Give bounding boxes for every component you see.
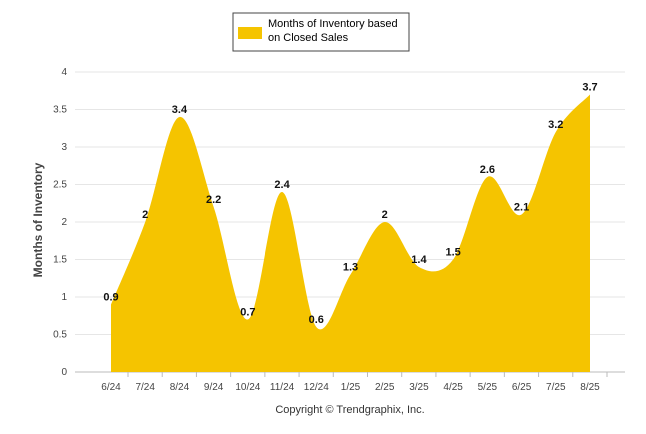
x-tick-label: 10/24	[235, 382, 260, 393]
data-label: 1.4	[411, 254, 427, 266]
x-tick-label: 9/24	[204, 382, 224, 393]
data-label: 0.7	[240, 307, 255, 319]
data-label: 0.6	[309, 314, 324, 326]
data-label: 2.1	[514, 202, 529, 214]
legend-box	[232, 12, 410, 52]
y-tick-label: 1.5	[53, 255, 67, 266]
legend-label-line1: Months of Inventory based	[268, 18, 398, 30]
legend-swatch	[238, 27, 262, 39]
x-tick-label: 6/25	[512, 382, 532, 393]
data-label: 3.2	[548, 119, 563, 131]
y-tick-label: 3	[61, 142, 67, 153]
y-tick-label: 2	[61, 217, 67, 228]
x-tick-label: 11/24	[270, 382, 295, 393]
x-tick-label: 12/24	[304, 382, 329, 393]
x-tick-label: 5/25	[478, 382, 498, 393]
data-label: 0.9	[103, 292, 118, 304]
data-label: 2	[382, 209, 388, 221]
x-tick-label: 8/25	[580, 382, 600, 393]
data-label: 3.4	[172, 104, 188, 116]
x-tick-label: 7/25	[546, 382, 566, 393]
legend[interactable]: Months of Inventory based on Closed Sale…	[232, 12, 410, 52]
x-tick-label: 2/25	[375, 382, 395, 393]
data-label: 2.4	[274, 179, 290, 191]
data-label: 2.2	[206, 194, 221, 206]
data-label: 1.3	[343, 262, 358, 274]
data-label: 2	[142, 209, 148, 221]
data-label: 2.6	[480, 164, 495, 176]
x-tick-label: 6/24	[101, 382, 121, 393]
copyright-credit: Copyright © Trendgraphix, Inc.	[275, 404, 424, 416]
y-tick-label: 0	[61, 367, 67, 378]
y-axis-title: Months of Inventory	[31, 162, 45, 277]
x-axis-ticks: 6/24 7/24 8/24 9/24 10/24 11/24 12/24 1/25 2/25 3…	[101, 372, 608, 393]
y-tick-label: 2.5	[53, 180, 67, 191]
y-tick-label: 0.5	[53, 330, 67, 341]
legend-label-line2: on Closed Sales	[268, 32, 349, 44]
y-axis-ticks: 0 0.5 1 1.5 2 2.5 3 3.5 4	[53, 67, 67, 378]
x-tick-label: 8/24	[170, 382, 190, 393]
x-tick-label: 3/25	[409, 382, 429, 393]
data-label: 1.5	[445, 247, 460, 259]
y-tick-label: 1	[61, 292, 67, 303]
area-fill[interactable]	[111, 94, 590, 373]
y-tick-label: 3.5	[53, 105, 67, 116]
data-labels: 0.9 2 3.4 2.2 0.7 2.4 0.6 1.3 2 1.4 1.5 2.6 2.1 3.2 3.…	[103, 82, 597, 327]
x-tick-label: 1/25	[341, 382, 361, 393]
data-label: 3.7	[582, 82, 597, 94]
y-tick-label: 4	[61, 67, 67, 78]
x-tick-label: 7/24	[135, 382, 155, 393]
area-series	[111, 94, 590, 373]
x-tick-label: 4/25	[443, 382, 463, 393]
